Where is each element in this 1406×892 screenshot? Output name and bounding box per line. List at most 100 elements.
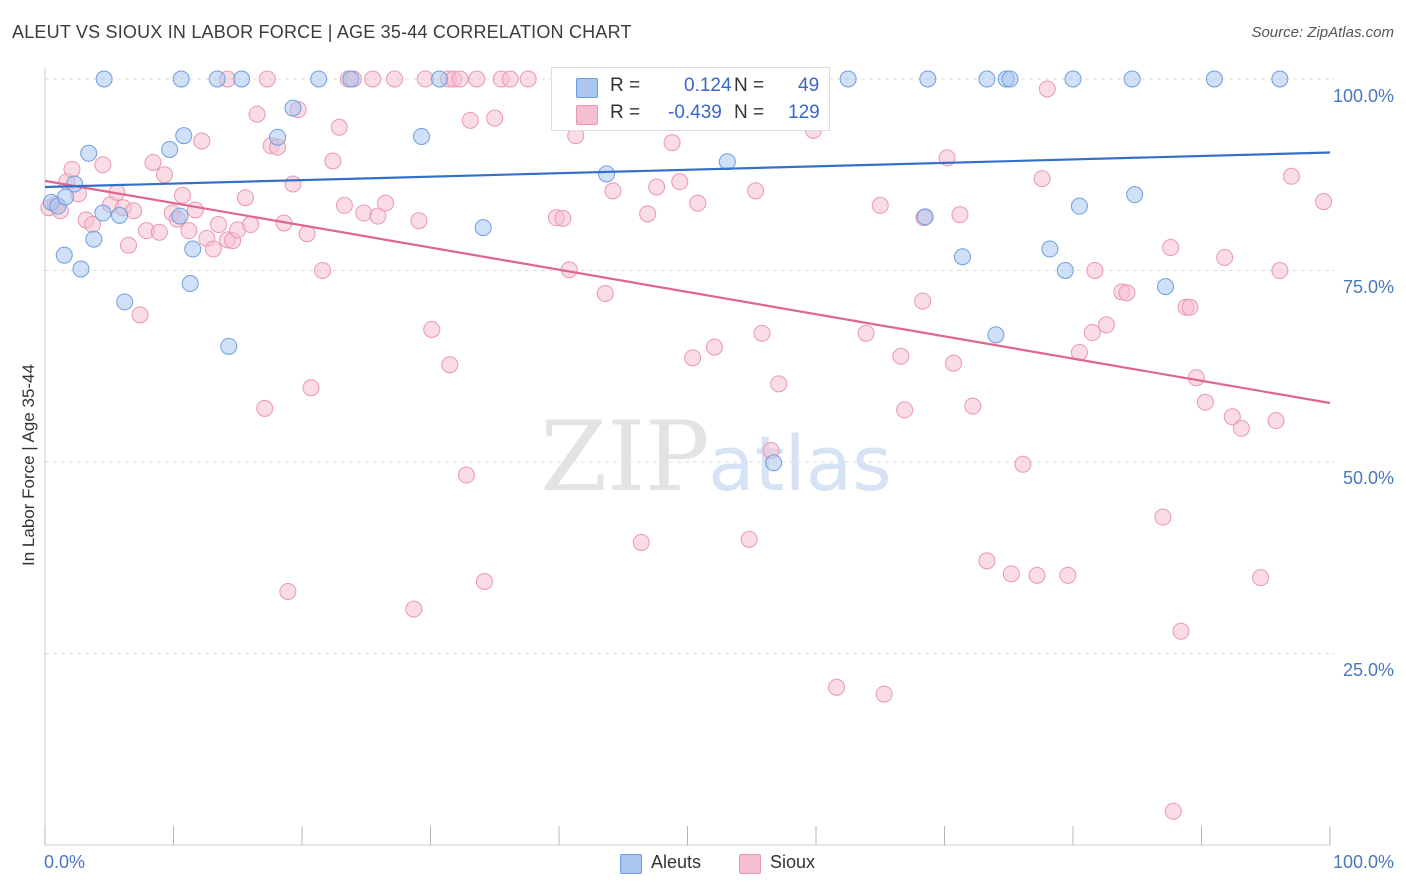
y-tick-label-100: 100.0% xyxy=(1332,86,1394,106)
sioux-point xyxy=(857,324,875,342)
sioux-point xyxy=(705,338,723,356)
sioux-point xyxy=(892,347,910,365)
aleut-point xyxy=(718,153,736,171)
chart-title: ALEUT VS SIOUX IN LABOR FORCE | AGE 35-4… xyxy=(12,22,632,42)
aleut-point xyxy=(1205,70,1223,88)
bottom-aleut-label: Aleuts xyxy=(651,852,702,872)
sioux-point xyxy=(875,685,893,703)
aleut-points xyxy=(42,70,1289,472)
aleut-point xyxy=(184,240,202,258)
sioux-n-value: 129 xyxy=(788,102,820,123)
sioux-point xyxy=(410,212,428,230)
sioux-point xyxy=(173,186,191,204)
sioux-point xyxy=(1271,262,1289,279)
sioux-point xyxy=(180,222,198,240)
aleut-point xyxy=(55,246,73,264)
aleut-n-value: 49 xyxy=(798,75,820,96)
sioux-point xyxy=(1002,565,1020,583)
sioux-point xyxy=(663,134,681,152)
sioux-point xyxy=(1267,412,1285,430)
y-axis-title: In Labor Force | Age 35-44 xyxy=(19,364,38,566)
sioux-point xyxy=(63,160,81,178)
sioux-point xyxy=(1252,569,1270,587)
sioux-point xyxy=(386,70,404,88)
sioux-n-label: N = xyxy=(734,102,765,123)
x-tick-label-100: 100.0% xyxy=(1332,852,1394,872)
sioux-point xyxy=(256,399,274,417)
aleut-point xyxy=(598,165,616,183)
aleut-point xyxy=(342,70,360,88)
sioux-point xyxy=(604,182,622,200)
aleut-point xyxy=(1157,278,1175,296)
sioux-point xyxy=(871,196,889,214)
sioux-point xyxy=(632,533,650,551)
aleut-n-label: N = xyxy=(734,75,765,96)
aleut-point xyxy=(1123,70,1141,88)
sioux-point xyxy=(1223,408,1241,426)
sioux-point xyxy=(1282,167,1300,185)
sioux-point xyxy=(951,206,969,224)
sioux-point xyxy=(914,292,932,310)
aleut-point xyxy=(978,70,996,88)
sioux-point xyxy=(978,552,996,570)
sioux-point xyxy=(156,166,174,184)
aleut-point xyxy=(161,140,179,158)
aleut-point xyxy=(269,128,287,146)
sioux-point xyxy=(486,109,504,127)
watermark-atlas: atlas xyxy=(708,419,892,508)
sioux-point xyxy=(335,196,353,214)
sioux-point xyxy=(648,178,666,196)
sioux-point xyxy=(1315,193,1333,211)
aleut-point xyxy=(839,70,857,88)
sioux-point xyxy=(753,324,771,342)
sioux-r-value: -0.439 xyxy=(668,102,722,123)
sioux-point xyxy=(284,175,302,193)
sioux-point xyxy=(242,216,260,234)
sioux-point xyxy=(314,262,332,279)
sioux-point xyxy=(1097,316,1115,334)
sioux-point xyxy=(131,306,149,324)
aleut-point xyxy=(474,219,492,237)
sioux-point xyxy=(1162,239,1180,257)
sioux-point xyxy=(1172,622,1190,640)
sioux-point xyxy=(1086,262,1104,279)
sioux-point xyxy=(193,132,211,150)
sioux-point xyxy=(364,70,382,88)
sioux-point xyxy=(120,236,138,254)
sioux-swatch xyxy=(576,105,598,125)
sioux-point xyxy=(1028,566,1046,584)
aleut-point xyxy=(1041,240,1059,258)
aleut-point xyxy=(111,206,129,224)
sioux-point xyxy=(671,173,689,191)
gridlines xyxy=(45,78,1335,654)
aleut-point xyxy=(919,70,937,88)
sioux-point xyxy=(1083,324,1101,342)
sioux-point xyxy=(248,105,266,123)
sioux-point xyxy=(639,205,657,223)
aleut-point xyxy=(172,70,190,88)
sioux-point xyxy=(144,153,162,171)
aleut-point xyxy=(95,70,113,88)
watermark-zip: ZIP xyxy=(540,401,709,513)
bottom-sioux-swatch xyxy=(739,854,761,874)
aleut-point xyxy=(85,230,103,248)
sioux-point xyxy=(355,204,373,222)
aleut-point xyxy=(1271,70,1289,88)
sioux-point xyxy=(770,375,788,393)
aleut-trendline xyxy=(44,151,1331,189)
bottom-aleut-swatch xyxy=(620,854,642,874)
aleut-point xyxy=(94,204,112,222)
aleut-point xyxy=(916,208,934,226)
sioux-point xyxy=(1187,369,1205,387)
aleut-point xyxy=(220,337,238,355)
aleut-point xyxy=(1056,262,1074,279)
aleut-point xyxy=(181,275,199,293)
sioux-point xyxy=(747,182,765,200)
aleut-point xyxy=(310,70,328,88)
sioux-point xyxy=(944,354,962,372)
aleut-point xyxy=(430,70,448,88)
aleut-point xyxy=(57,188,75,206)
sioux-point xyxy=(204,240,222,258)
aleut-point xyxy=(284,99,302,117)
